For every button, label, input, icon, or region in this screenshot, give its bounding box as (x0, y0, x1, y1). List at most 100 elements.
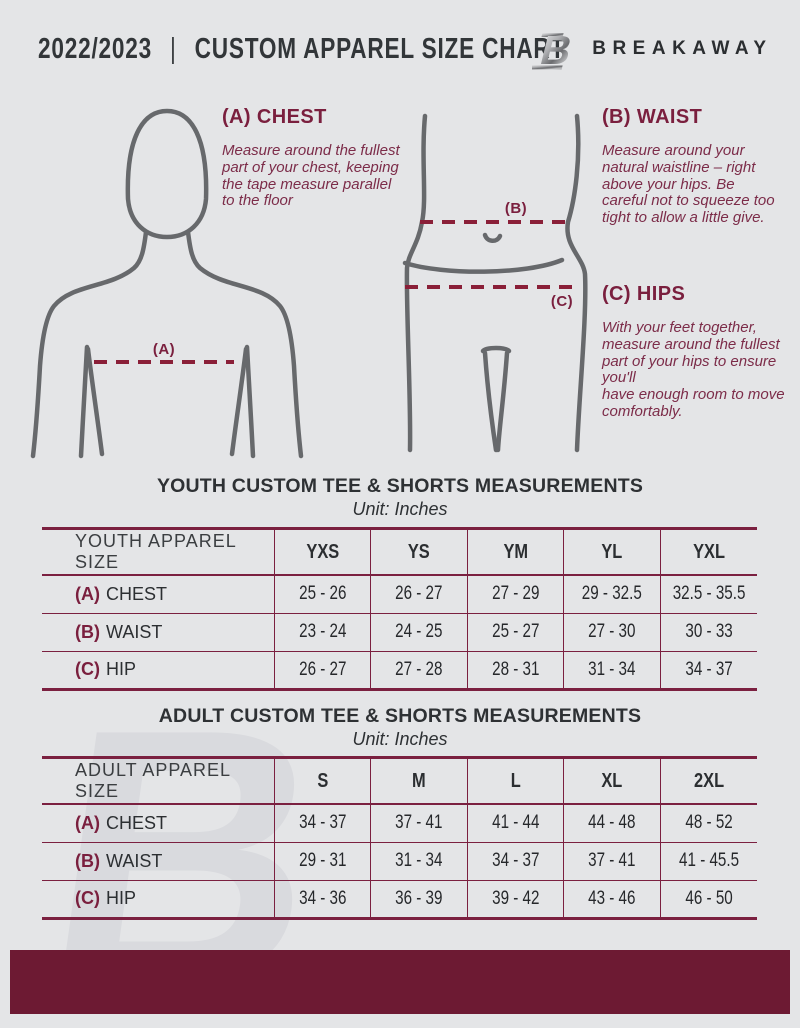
measurement-value: 34 - 37 (491, 850, 540, 871)
chest-marker-label: (A) (153, 341, 175, 358)
table-row-hip: (C) HIP 26 - 27 27 - 28 28 - 31 31 - 34 3… (42, 651, 757, 689)
measurement-cell: 27 - 29 (466, 575, 564, 613)
row-label-cell: (A) CHEST (42, 575, 274, 613)
row-marker: (A) (75, 583, 100, 604)
measurement-cell: 29 - 32.5 (563, 575, 661, 613)
measurement-value: 41 - 44 (491, 812, 540, 834)
measurement-value: 39 - 42 (491, 887, 540, 909)
measurement-cell: 29 - 31 (273, 842, 371, 880)
hip-marker-label: (C) (551, 293, 573, 310)
measurement-cell: 44 - 48 (563, 804, 661, 842)
size-header: YL (563, 528, 661, 575)
size-header-text: YXL (692, 540, 725, 563)
measurement-cell: 27 - 30 (563, 613, 661, 651)
row-label: WAIST (106, 621, 163, 642)
size-header-text: YM (503, 540, 528, 563)
measurement-value: 36 - 39 (395, 887, 443, 909)
measurement-cell: 31 - 34 (370, 842, 468, 880)
measurement-value: 29 - 32.5 (582, 583, 643, 605)
measurement-value: 34 - 36 (298, 887, 346, 909)
measurement-cell: 26 - 27 (370, 575, 468, 613)
waist-heading: (B) WAIST (602, 106, 703, 128)
measurement-cell: 25 - 26 (273, 575, 371, 613)
measurement-value: 37 - 41 (588, 850, 636, 871)
measurement-value: 34 - 37 (298, 812, 346, 834)
youth-table-title: YOUTH CUSTOM TEE & SHORTS MEASUREMENTS (156, 475, 644, 497)
youth-size-column-label: YOUTH APPAREL SIZE (75, 531, 237, 572)
table-row-waist: (B) WAIST 29 - 31 31 - 34 34 - 37 37 - 41… (42, 842, 757, 880)
measurement-cell: 36 - 39 (370, 880, 468, 918)
brand-logo: B BREAKAWAY (532, 24, 766, 74)
row-marker: (C) (75, 659, 100, 679)
row-label: HIP (106, 888, 137, 908)
youth-table-unit: Unit: Inches (352, 499, 448, 519)
measurement-value: 25 - 27 (491, 621, 540, 642)
measurement-value: 23 - 24 (298, 621, 346, 642)
adult-size-table: ADULT APPAREL SIZE S M L XL 2XL (A) CHEST… (42, 756, 757, 920)
size-header-text: YXS (305, 540, 339, 563)
brand-name: BREAKAWAY (592, 38, 773, 59)
measurement-value: 27 - 29 (491, 583, 540, 605)
measurement-cell: 28 - 31 (466, 651, 564, 689)
size-header: YXS (273, 528, 371, 575)
size-header: M (370, 757, 468, 804)
measurement-value: 41 - 45.5 (678, 850, 739, 871)
title-text: CUSTOM APPAREL SIZE CHART (194, 33, 566, 65)
upper-body-figure: (A) (30, 108, 304, 459)
row-label: CHEST (106, 583, 168, 604)
measurement-cell: 34 - 37 (466, 842, 564, 880)
youth-header-row: YOUTH APPAREL SIZE YXS YS YM YL YXL (42, 528, 757, 575)
measurement-cell: 37 - 41 (370, 804, 468, 842)
size-header: XL (563, 757, 661, 804)
measurement-value: 26 - 27 (395, 583, 443, 605)
measurement-value: 43 - 46 (588, 887, 636, 909)
size-header-text: M (412, 769, 426, 792)
size-header-text: S (316, 769, 328, 792)
page-title: 2022/2023 | CUSTOM APPAREL SIZE CHART (38, 33, 565, 66)
measurement-value: 32.5 - 35.5 (672, 583, 746, 605)
lower-body-silhouette (402, 113, 588, 453)
measurement-value: 28 - 31 (491, 658, 540, 680)
measurement-cell: 32.5 - 35.5 (659, 575, 757, 613)
row-label-cell: (B) WAIST (42, 842, 274, 880)
size-header: YS (370, 528, 468, 575)
adult-table-title: ADULT CUSTOM TEE & SHORTS MEASUREMENTS (158, 705, 642, 727)
measurement-value: 44 - 48 (588, 812, 636, 834)
adult-size-column-label: ADULT APPAREL SIZE (75, 760, 231, 801)
table-row-waist: (B) WAIST 23 - 24 24 - 25 25 - 27 27 - 30… (42, 613, 757, 651)
waist-guide: (B) WAIST Measure around your natural wa… (602, 106, 778, 227)
measurement-cell: 24 - 25 (370, 613, 468, 651)
measurement-value: 30 - 33 (685, 621, 733, 642)
measurement-value: 29 - 31 (298, 850, 346, 871)
adult-header-row: ADULT APPAREL SIZE S M L XL 2XL (42, 757, 757, 804)
measurement-cell: 34 - 36 (273, 880, 371, 918)
row-label-cell: (C) HIP (42, 651, 274, 689)
size-header: L (466, 757, 564, 804)
measurement-cell: 37 - 41 (563, 842, 661, 880)
breakaway-monogram-icon: B (532, 28, 577, 73)
measurement-value: 25 - 26 (298, 583, 346, 605)
table-row-hip: (C) HIP 34 - 36 36 - 39 39 - 42 43 - 46 4… (42, 880, 757, 918)
measurement-cell: 25 - 27 (466, 613, 564, 651)
measurement-value: 24 - 25 (395, 621, 443, 642)
size-header-text: YS (407, 540, 430, 563)
measurement-value: 34 - 37 (685, 658, 733, 680)
size-header-text: XL (601, 769, 623, 792)
size-header: S (273, 757, 371, 804)
footer-bar (10, 950, 790, 1014)
size-header: YXL (659, 528, 757, 575)
row-marker: (C) (75, 888, 100, 908)
monogram-blade (532, 65, 563, 70)
measurement-value: 48 - 52 (685, 812, 733, 834)
measurement-cell: 34 - 37 (659, 651, 757, 689)
hips-heading: (C) HIPS (602, 283, 686, 305)
measurement-value: 46 - 50 (685, 887, 733, 909)
measurement-value: 31 - 34 (588, 658, 636, 680)
chest-heading: (A) CHEST (222, 106, 327, 128)
size-header-text: 2XL (693, 769, 724, 792)
row-label-cell: (A) CHEST (42, 804, 274, 842)
table-row-chest: (A) CHEST 25 - 26 26 - 27 27 - 29 29 - 32… (42, 575, 757, 613)
size-header: 2XL (659, 757, 757, 804)
measurement-cell: 34 - 37 (273, 804, 371, 842)
row-label: CHEST (106, 812, 168, 833)
